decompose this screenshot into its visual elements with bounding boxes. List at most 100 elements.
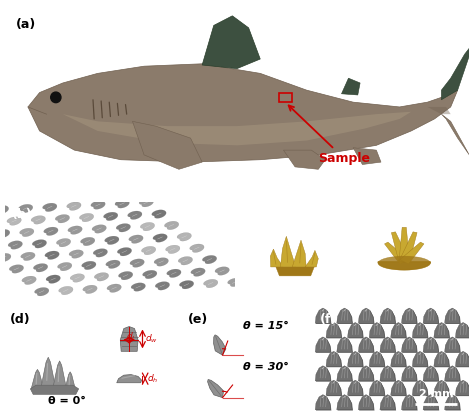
Polygon shape (392, 352, 407, 367)
Polygon shape (456, 322, 471, 338)
Polygon shape (456, 351, 471, 367)
Polygon shape (391, 380, 406, 395)
Polygon shape (81, 237, 95, 246)
Polygon shape (91, 201, 105, 209)
Polygon shape (358, 394, 374, 410)
Polygon shape (347, 322, 363, 338)
Polygon shape (347, 351, 363, 367)
Polygon shape (56, 239, 71, 247)
Polygon shape (446, 338, 461, 353)
Polygon shape (21, 252, 35, 261)
Polygon shape (315, 394, 331, 410)
Polygon shape (456, 381, 472, 396)
Text: (b): (b) (12, 208, 32, 221)
Polygon shape (341, 78, 360, 95)
Polygon shape (391, 322, 406, 338)
Polygon shape (140, 222, 155, 231)
Polygon shape (370, 323, 385, 339)
Polygon shape (456, 380, 471, 395)
Polygon shape (191, 268, 205, 276)
Polygon shape (413, 352, 428, 367)
Polygon shape (281, 236, 296, 267)
Polygon shape (378, 262, 430, 269)
Polygon shape (445, 308, 460, 323)
Polygon shape (0, 229, 10, 238)
Polygon shape (105, 236, 119, 245)
Polygon shape (18, 204, 33, 213)
Polygon shape (446, 367, 461, 382)
Polygon shape (446, 395, 461, 411)
Polygon shape (412, 322, 428, 338)
Polygon shape (315, 308, 331, 323)
Polygon shape (116, 224, 130, 232)
Polygon shape (434, 322, 449, 338)
Polygon shape (337, 367, 353, 382)
Polygon shape (392, 323, 407, 339)
Polygon shape (337, 309, 353, 324)
Polygon shape (424, 395, 439, 411)
Polygon shape (392, 232, 409, 263)
Polygon shape (369, 322, 384, 338)
Polygon shape (327, 352, 342, 367)
Polygon shape (82, 261, 96, 270)
Polygon shape (315, 366, 331, 381)
Polygon shape (0, 254, 11, 262)
Polygon shape (380, 308, 395, 323)
Polygon shape (215, 267, 229, 275)
Polygon shape (391, 351, 406, 367)
Polygon shape (283, 150, 325, 169)
Polygon shape (69, 250, 83, 258)
Polygon shape (337, 337, 352, 352)
Polygon shape (167, 269, 181, 278)
Polygon shape (55, 214, 70, 223)
Polygon shape (155, 281, 170, 290)
Polygon shape (412, 351, 428, 367)
Polygon shape (401, 337, 417, 352)
Polygon shape (401, 308, 417, 323)
Polygon shape (428, 107, 451, 114)
Polygon shape (107, 284, 121, 292)
Polygon shape (68, 226, 82, 234)
Polygon shape (92, 225, 106, 233)
Polygon shape (131, 283, 146, 291)
Text: θ = 30°: θ = 30° (244, 362, 289, 372)
Polygon shape (57, 262, 72, 271)
Polygon shape (63, 112, 411, 145)
Polygon shape (381, 309, 396, 324)
Polygon shape (28, 64, 457, 162)
Polygon shape (305, 250, 318, 267)
Polygon shape (179, 281, 194, 289)
Text: θ = 15°: θ = 15° (244, 321, 289, 331)
Text: $d_w$: $d_w$ (145, 332, 158, 344)
Polygon shape (337, 366, 352, 381)
Polygon shape (35, 287, 49, 296)
Polygon shape (270, 249, 283, 267)
Polygon shape (202, 16, 260, 68)
Polygon shape (423, 337, 438, 352)
Polygon shape (22, 276, 36, 284)
Polygon shape (359, 338, 374, 353)
Polygon shape (152, 210, 166, 219)
Polygon shape (33, 264, 48, 272)
Polygon shape (369, 380, 384, 395)
Polygon shape (67, 202, 81, 211)
Polygon shape (9, 265, 24, 273)
Text: (d): (d) (10, 313, 31, 326)
Polygon shape (348, 352, 364, 367)
Polygon shape (347, 380, 363, 395)
Bar (279, 93, 292, 102)
Polygon shape (83, 285, 97, 294)
Polygon shape (456, 352, 472, 367)
Polygon shape (326, 380, 341, 395)
Polygon shape (402, 367, 418, 382)
Polygon shape (117, 374, 142, 383)
Polygon shape (228, 278, 242, 286)
Polygon shape (7, 217, 21, 225)
Polygon shape (276, 267, 314, 276)
Polygon shape (412, 380, 428, 395)
Polygon shape (353, 148, 381, 164)
Polygon shape (315, 337, 331, 352)
Polygon shape (120, 327, 138, 351)
Polygon shape (401, 394, 417, 410)
Polygon shape (359, 395, 374, 411)
